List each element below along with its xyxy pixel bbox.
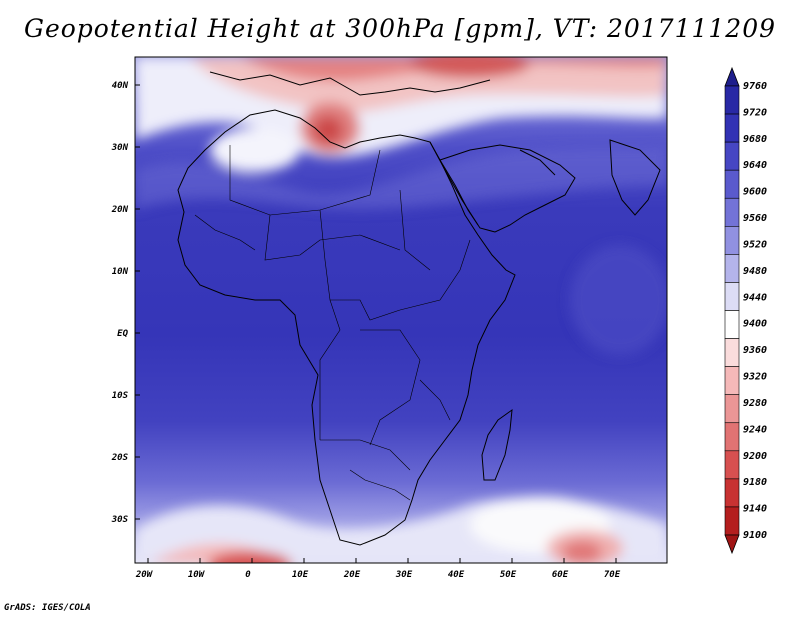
- madagascar-coast: [481, 408, 513, 481]
- colorbar-swatch: [724, 85, 740, 115]
- lat-label: 30N: [111, 143, 129, 153]
- colorbar-label: 9200: [743, 451, 767, 462]
- colorbar-swatch: [724, 141, 740, 171]
- border-5: [319, 299, 341, 440]
- colorbar-swatch: [724, 226, 740, 255]
- colorbar-swatch: [724, 506, 740, 536]
- lat-label: 30S: [111, 515, 129, 525]
- colorbar-swatch: [724, 197, 740, 227]
- longitude-ticks: 20W 10W 0 10E 20E 30E 40E 50E 60E 70E: [135, 558, 621, 580]
- colorbar-label: 9680: [743, 134, 767, 145]
- libya-low-core: [313, 116, 343, 144]
- map-title: Geopotential Height at 300hPa [gpm], VT:…: [23, 14, 777, 43]
- ne-purple-blob: [570, 245, 667, 355]
- colorbar-label: 9280: [743, 398, 767, 409]
- colorbar-label: 9480: [743, 266, 767, 277]
- colorbar-label: 9100: [743, 530, 767, 541]
- north-red-core: [410, 57, 530, 78]
- colorbar-label: 9600: [743, 187, 767, 198]
- colorbar-label: 9360: [743, 345, 767, 356]
- colorbar-label: 9240: [743, 424, 767, 435]
- lon-label: 40E: [448, 570, 465, 580]
- africa-coast: [177, 109, 516, 546]
- india-coast: [609, 139, 661, 216]
- latitude-ticks: 40N 30N 20N 10N EQ 10S 20S 30S: [111, 81, 140, 525]
- colorbar-swatch: [724, 422, 740, 452]
- colorbar-label: 9760: [743, 81, 767, 92]
- colorbar-swatch: [724, 450, 740, 480]
- colorbar-label: 9520: [743, 239, 767, 250]
- colorbar-label: 9180: [743, 477, 767, 488]
- lat-label: EQ: [117, 329, 128, 339]
- mediterranean-north-coast: [209, 71, 491, 96]
- colorbar-swatch: [724, 169, 740, 199]
- sw-red-blob: [208, 551, 292, 563]
- colorbar-label: 9140: [743, 504, 767, 515]
- north-red-band: [240, 57, 667, 82]
- lon-label: 20W: [135, 570, 154, 580]
- colorbar-swatch: [724, 366, 740, 395]
- borders: [194, 145, 471, 501]
- border-4: [399, 189, 431, 271]
- colorbar-swatch: [724, 282, 740, 311]
- border-3: [319, 209, 471, 321]
- border-1: [229, 145, 381, 216]
- lat-label: 20S: [111, 453, 129, 463]
- colorbar-top-arrow: [724, 66, 740, 87]
- plot-area: [135, 57, 667, 563]
- contour-fill: [135, 57, 667, 563]
- persian-gulf: [519, 149, 556, 176]
- north-blue-fringe: [135, 145, 667, 210]
- border-7: [320, 439, 411, 471]
- se-red-blob: [562, 541, 602, 563]
- grads-credit: GrADS: IGES/COLA: [4, 603, 91, 613]
- border-6: [360, 329, 421, 446]
- lon-label: 10W: [188, 570, 206, 580]
- colorbar-label: 9720: [743, 107, 767, 118]
- lat-label: 40N: [112, 81, 129, 91]
- lat-label: 10S: [112, 391, 129, 401]
- colorbar-swatch: [724, 394, 740, 424]
- atlantic-white: [210, 128, 300, 172]
- colorbar-label: 9440: [743, 292, 767, 303]
- lat-label: 20N: [111, 205, 129, 215]
- colorbar: 9760 9720 9680 9640 9600 9560 9520 9480 9440 9400…: [724, 66, 767, 555]
- lon-label: 30E: [395, 570, 413, 580]
- lon-label: 70E: [604, 570, 621, 580]
- colorbar-label: 9560: [743, 213, 767, 224]
- colorbar-swatch: [724, 338, 740, 367]
- coastlines: [177, 71, 661, 546]
- lon-label: 50E: [500, 570, 517, 580]
- lon-label: 0: [245, 570, 251, 580]
- lat-label: 10N: [112, 267, 129, 277]
- colorbar-label: 9640: [743, 160, 767, 171]
- colorbar-label: 9320: [743, 372, 767, 383]
- red-sea: [429, 141, 479, 226]
- border-2: [264, 214, 401, 261]
- lon-label: 60E: [552, 570, 569, 580]
- colorbar-swatch: [724, 310, 740, 339]
- border-8: [349, 469, 411, 501]
- lon-label: 10E: [292, 570, 309, 580]
- colorbar-label: 9400: [743, 319, 767, 330]
- plot-frame: [134, 56, 668, 564]
- colorbar-swatch: [724, 113, 740, 143]
- colorbar-bottom-arrow: [724, 534, 740, 555]
- colorbar-swatch: [724, 254, 740, 283]
- border-10: [194, 214, 256, 251]
- colorbar-swatch: [724, 478, 740, 508]
- border-9: [419, 379, 451, 421]
- lon-label: 20E: [343, 570, 361, 580]
